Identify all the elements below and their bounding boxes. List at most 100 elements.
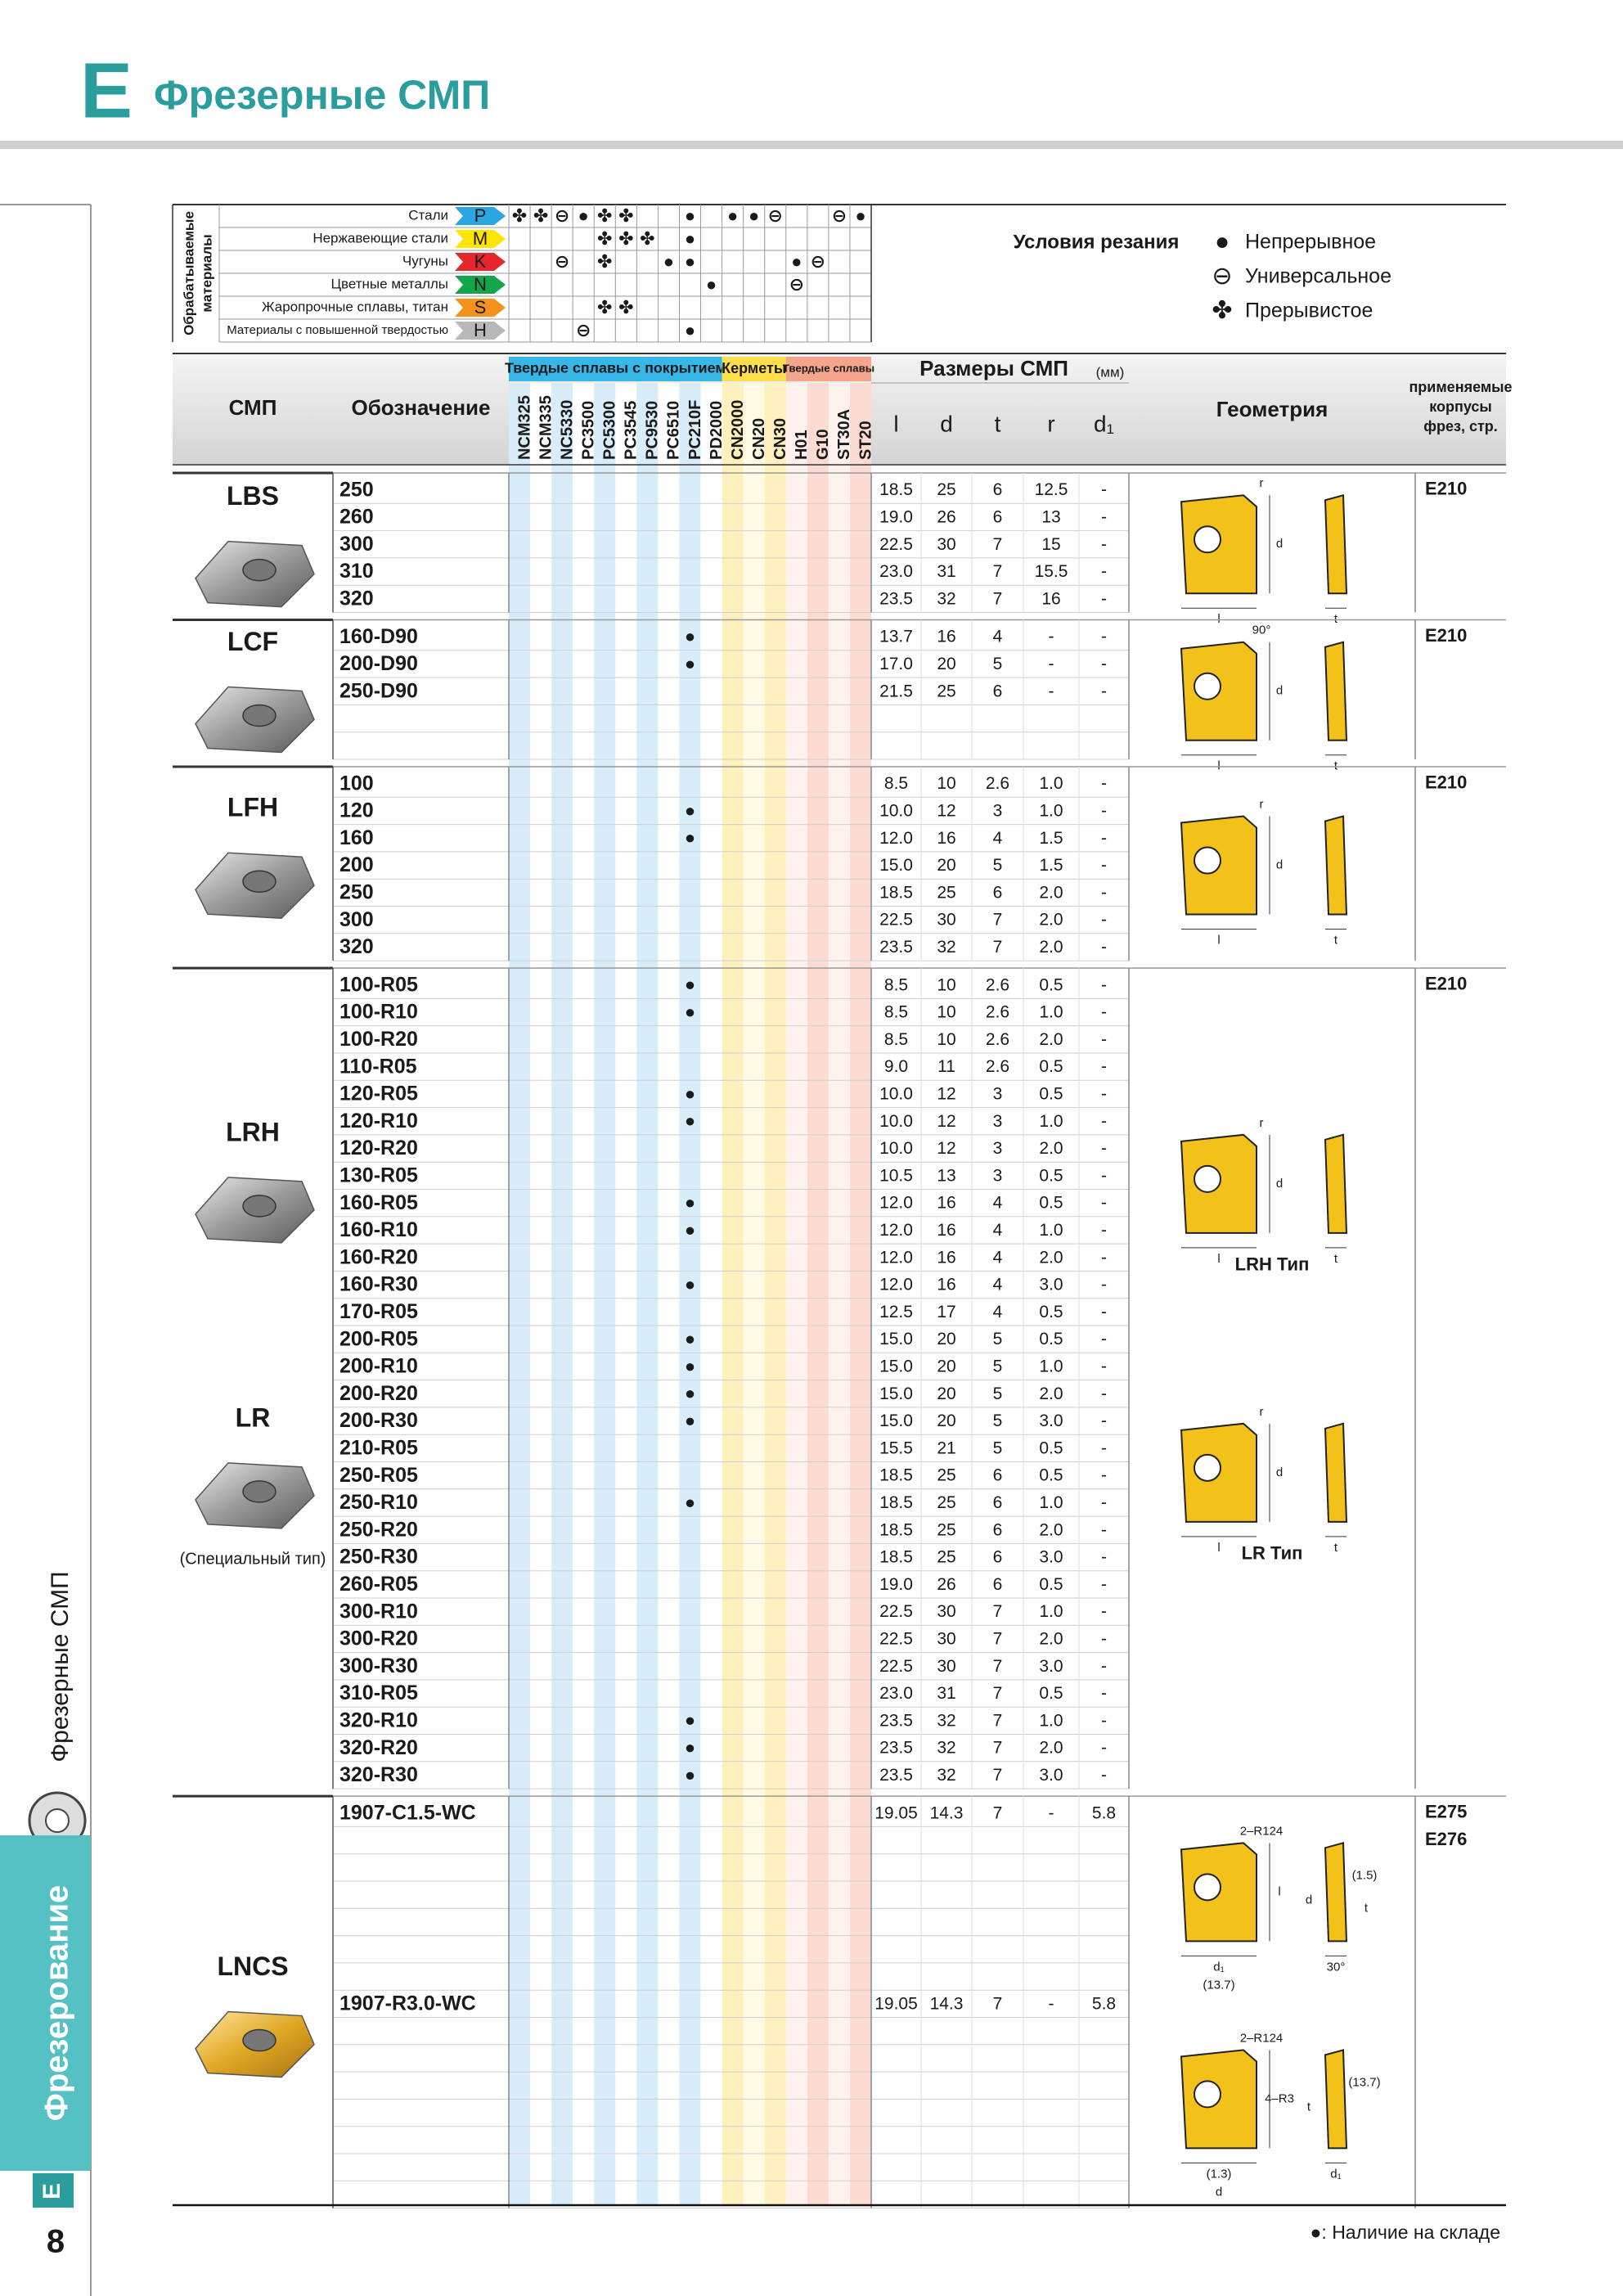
application-mark: ● bbox=[706, 274, 717, 295]
dimension-value: 3 bbox=[993, 1166, 1003, 1185]
insert-code: 300-R20 bbox=[339, 1627, 418, 1650]
dimension-value: 12 bbox=[937, 801, 955, 820]
condition-symbol: ⊖ bbox=[1212, 263, 1232, 290]
sidebar-letter: E bbox=[38, 2183, 65, 2199]
dimension-value: 0.5 bbox=[1039, 1575, 1063, 1594]
dimension-value: 1.5 bbox=[1039, 829, 1063, 848]
holder-ref: E210 bbox=[1425, 974, 1467, 994]
dimension-value: 23.5 bbox=[879, 589, 913, 608]
geometry-hole bbox=[1194, 1164, 1221, 1193]
geometry-label: l bbox=[1278, 1884, 1280, 1898]
stock-mark: ● bbox=[685, 1764, 695, 1785]
dimension-value: 8.5 bbox=[884, 975, 908, 994]
insert-code: 250-R10 bbox=[339, 1491, 418, 1514]
insert-photo-hole bbox=[242, 870, 276, 894]
stock-mark: ● bbox=[685, 1083, 695, 1104]
dimension-value: 15.0 bbox=[879, 856, 913, 875]
grade-column bbox=[615, 383, 637, 2205]
insert-code: 200-R20 bbox=[339, 1382, 418, 1405]
dimension-value: 25 bbox=[937, 480, 955, 499]
grade-label: PC3545 bbox=[623, 401, 641, 460]
dimension-value: 16 bbox=[937, 829, 955, 848]
dimension-value: 0.5 bbox=[1039, 1166, 1063, 1185]
dimension-value: - bbox=[1101, 1221, 1107, 1240]
dimension-value: 18.5 bbox=[879, 883, 913, 902]
sidebar-tab-label: Фрезерование bbox=[39, 1885, 75, 2122]
dimension-value: 31 bbox=[937, 1684, 955, 1703]
insert-code: 200-R05 bbox=[339, 1327, 418, 1350]
dimension-value: 3.0 bbox=[1039, 1276, 1063, 1294]
stock-mark: ● bbox=[685, 626, 695, 646]
stock-mark: ● bbox=[685, 1110, 695, 1131]
dimension-value: 0.5 bbox=[1039, 1684, 1063, 1703]
application-mark: ● bbox=[685, 205, 695, 226]
dimension-value: 4 bbox=[993, 1276, 1003, 1294]
dimension-value: 5 bbox=[993, 1411, 1003, 1430]
cutter-icon bbox=[28, 1791, 87, 1850]
insert-code: 200 bbox=[339, 853, 374, 876]
dimension-value: 2.0 bbox=[1039, 1139, 1063, 1158]
dimension-value: 32 bbox=[937, 938, 955, 957]
dimension-value: - bbox=[1101, 1493, 1107, 1512]
dimension-value: 14.3 bbox=[930, 1994, 964, 2013]
dimension-value: 0.5 bbox=[1039, 1084, 1063, 1103]
geometry-label: 2–R124 bbox=[1240, 2031, 1284, 2045]
insert-code: 160-R10 bbox=[339, 1218, 418, 1241]
dimension-value: 8.5 bbox=[884, 1030, 908, 1049]
dimension-value: - bbox=[1101, 1739, 1107, 1758]
dimension-value: 7 bbox=[993, 1803, 1003, 1822]
stock-mark: ● bbox=[685, 800, 695, 821]
grade-group-name: Твердые сплавы с покрытием bbox=[505, 360, 726, 376]
geometry-label: t bbox=[1334, 612, 1338, 626]
dimension-value: 25 bbox=[937, 1520, 955, 1539]
dimension-value: - bbox=[1101, 1248, 1107, 1267]
insert-photo-hole bbox=[242, 1195, 276, 1218]
sidebar-letter-box bbox=[33, 2173, 74, 2208]
insert-code: 300-R30 bbox=[339, 1654, 418, 1677]
material-badge bbox=[455, 276, 506, 294]
insert-code: 250-R05 bbox=[339, 1464, 418, 1487]
dimension-value: 2.0 bbox=[1039, 1030, 1063, 1049]
dimension-value: 23.5 bbox=[879, 1739, 913, 1758]
dimension-value: 5 bbox=[993, 1438, 1003, 1457]
dimension-value: 3 bbox=[993, 1139, 1003, 1158]
grade-column bbox=[509, 383, 531, 2205]
dimension-value: 16 bbox=[937, 1221, 955, 1240]
application-mark: ✤ bbox=[597, 251, 612, 272]
dimension-value: 18.5 bbox=[879, 1493, 913, 1512]
grade-column bbox=[849, 383, 872, 2205]
insert-code: 260 bbox=[339, 506, 374, 529]
dimension-value: 1.0 bbox=[1039, 1003, 1063, 1022]
geometry-label: (13.7) bbox=[1203, 1978, 1234, 1992]
dimension-value: 0.5 bbox=[1039, 1466, 1063, 1485]
dimension-value: 0.5 bbox=[1039, 1303, 1063, 1321]
geometry-label: l bbox=[1217, 1252, 1220, 1266]
dimension-value: - bbox=[1101, 856, 1107, 875]
stock-mark: ● bbox=[685, 1737, 695, 1758]
material-code: P bbox=[474, 205, 487, 226]
application-mark: ● bbox=[685, 251, 695, 272]
material-name: Стали bbox=[408, 207, 448, 223]
stock-mark: ● bbox=[685, 1410, 695, 1430]
material-code: N bbox=[474, 274, 487, 295]
header-dimensions: Размеры СМП bbox=[919, 356, 1068, 380]
dimension-value: - bbox=[1101, 938, 1107, 957]
application-mark: ⊖ bbox=[768, 205, 783, 226]
dimension-value: 15.0 bbox=[879, 1411, 913, 1430]
dimension-value: - bbox=[1049, 682, 1054, 700]
insert-code: 310 bbox=[339, 560, 374, 583]
dimension-value: - bbox=[1101, 801, 1107, 820]
geometry-label: t bbox=[1334, 1541, 1338, 1555]
application-mark: ● bbox=[749, 205, 759, 226]
geometry-label: l bbox=[1217, 759, 1220, 773]
dimension-value: 7 bbox=[993, 1602, 1003, 1621]
insert-code: 250-D90 bbox=[339, 679, 418, 702]
dimension-value: 2.0 bbox=[1039, 1520, 1063, 1539]
insert-code: 250 bbox=[339, 478, 374, 501]
header-geometry: Геометрия bbox=[1216, 397, 1329, 421]
dimension-value: 26 bbox=[937, 507, 955, 526]
dimension-value: 10 bbox=[937, 1003, 955, 1022]
insert-code: 100-R05 bbox=[339, 973, 418, 996]
dimension-value: 31 bbox=[937, 562, 955, 581]
